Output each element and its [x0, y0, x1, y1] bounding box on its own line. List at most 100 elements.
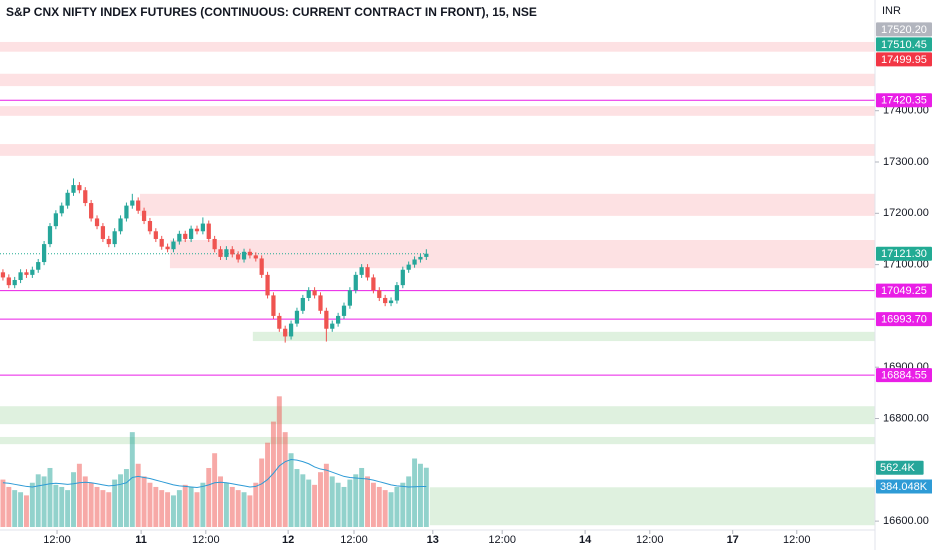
volume-bar [288, 453, 294, 527]
volume-bar [218, 476, 223, 527]
x-tick-label: 14 [579, 534, 592, 546]
price-badge [876, 312, 932, 327]
candle-body [324, 310, 329, 329]
candle-body [224, 249, 229, 257]
candle-body [136, 200, 141, 211]
volume-bar [65, 490, 71, 527]
zone [0, 41, 875, 52]
volume-bar [118, 474, 124, 527]
candle-body [118, 218, 123, 232]
volume-bar [176, 490, 182, 527]
y-tick-label: 17100.00 [883, 259, 929, 271]
candle-body [206, 223, 211, 239]
zone [139, 193, 876, 216]
x-tick-label: 12:00 [783, 534, 811, 546]
zone [169, 239, 875, 269]
candle-body [77, 185, 82, 191]
candle-body [394, 285, 400, 301]
x-tick-label: 11 [135, 534, 147, 546]
volume-bar [300, 474, 306, 527]
volume-bar [353, 474, 359, 527]
volume-bar [200, 482, 206, 527]
zone [429, 487, 875, 526]
candle-body [171, 241, 176, 250]
candle-body [100, 226, 106, 239]
levels [0, 99, 875, 376]
candle-body [0, 272, 6, 278]
volume-badge-label: 562.4K [880, 462, 916, 474]
candle-body [418, 256, 423, 260]
volume-bar [194, 492, 200, 527]
volume-bar [229, 486, 235, 527]
volume-bar [359, 467, 365, 527]
currency: INR [882, 5, 901, 17]
candle-body [341, 305, 347, 316]
candle-body [406, 264, 411, 270]
candle-body [124, 205, 129, 219]
candle-body [30, 269, 35, 275]
candle-body [18, 272, 23, 281]
volume-bar [270, 421, 276, 527]
price-badge [876, 93, 932, 108]
volume-bar [18, 492, 24, 527]
volume-bar [388, 492, 394, 527]
candle-body [230, 249, 235, 255]
x-tick-label: 12:00 [43, 534, 71, 546]
zone [0, 144, 875, 156]
candle-body [188, 228, 194, 239]
candle-body [212, 238, 217, 250]
candle-body [153, 231, 158, 239]
candle-body [112, 231, 117, 245]
y-tick-label: 16800.00 [883, 412, 929, 424]
candle-body [12, 280, 17, 286]
volume-bar [223, 482, 229, 527]
candle-body [59, 205, 64, 214]
price-badge-label: 17420.35 [881, 95, 927, 107]
price-badge-label: 17049.25 [881, 285, 927, 297]
volume-bar [329, 476, 335, 527]
volume-bar [306, 479, 312, 527]
volume-bar [135, 463, 141, 527]
zone [252, 331, 875, 342]
price-badge [876, 37, 932, 52]
price-badge-label: 17499.95 [881, 54, 927, 66]
candle-body [218, 249, 223, 257]
candle-body [283, 328, 288, 337]
volume-bar [370, 482, 376, 527]
volume-bar [159, 490, 165, 527]
candle-body [236, 254, 241, 260]
candle-body [247, 251, 253, 256]
price-badge [876, 52, 932, 67]
candles [0, 178, 429, 343]
candle-body [400, 269, 405, 286]
volume-bar [82, 476, 88, 527]
candle-body [89, 203, 94, 219]
volume-bar [323, 463, 329, 527]
volume-bar [382, 490, 388, 527]
volume-bar [188, 486, 194, 527]
volume-bar [376, 486, 382, 527]
price-badge [876, 246, 932, 261]
candle-body [94, 218, 100, 227]
volume-bar [406, 476, 412, 527]
candle-body [300, 297, 305, 311]
volume-bar [412, 458, 418, 527]
volume-bar [318, 472, 323, 527]
volume-bar [100, 490, 106, 527]
volume-bar [335, 482, 341, 527]
volume-bar [241, 492, 247, 527]
price-badges: 16884.55 16993.70 17049.25 17121.30 17420.35… [876, 22, 932, 494]
volume-bar [182, 484, 188, 527]
price-badge-label: 16884.55 [881, 370, 927, 382]
volume-bar [12, 490, 18, 527]
price-badge-label: 17520.20 [881, 24, 927, 36]
candle-body [165, 246, 170, 250]
zones [0, 41, 876, 526]
candle-body [288, 323, 294, 337]
candle-body [177, 233, 182, 242]
volume-bar [259, 458, 265, 527]
volume-bar [365, 476, 370, 527]
candle-body [24, 272, 29, 275]
candle-body [6, 277, 11, 286]
